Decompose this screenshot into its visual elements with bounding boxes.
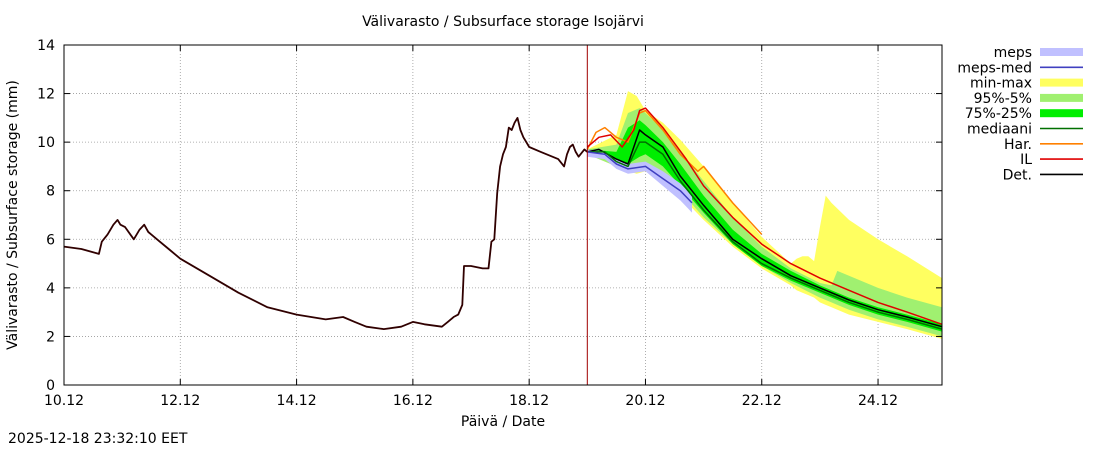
x-axis-label: Päivä / Date: [461, 414, 545, 430]
timestamp-footer: 2025-12-18 23:32:10 EET: [8, 431, 188, 447]
legend: mepsmeps-medmin-max95%-5%75%-25%mediaani…: [957, 45, 1083, 183]
y-axis-label: Välivarasto / Subsurface storage (mm): [5, 80, 21, 350]
series-line-mediaani: [587, 141, 943, 330]
y-tick-label: 12: [37, 87, 55, 103]
legend-label-min-max: min-max: [970, 76, 1032, 92]
x-tick-label: 14.12: [277, 393, 317, 409]
y-tick-label: 10: [37, 135, 55, 151]
x-tick-label: 24.12: [858, 393, 898, 409]
y-tick-label: 0: [46, 378, 55, 394]
legend-swatch-min-max: [1040, 78, 1083, 87]
legend-label-mediaani: mediaani: [967, 122, 1032, 138]
series-line-il: [586, 107, 943, 326]
legend-label-det: Det.: [1003, 167, 1032, 183]
x-tick-label: 16.12: [393, 393, 433, 409]
legend-swatch-95-5: [1040, 93, 1083, 102]
series-lines: [63, 107, 943, 331]
x-tick-label: 20.12: [625, 393, 665, 409]
legend-label-meps-med: meps-med: [957, 60, 1032, 76]
y-tick-label: 6: [46, 232, 55, 248]
y-tick-label: 8: [46, 184, 55, 200]
y-tick-label: 4: [46, 281, 55, 297]
x-tick-label: 12.12: [160, 393, 200, 409]
x-tick-label: 22.12: [742, 393, 782, 409]
x-tick-label: 18.12: [509, 393, 549, 409]
plot-frame: [63, 44, 943, 386]
legend-swatch-75-25: [1040, 109, 1083, 118]
legend-label-meps: meps: [994, 45, 1032, 61]
series-line-det: [587, 129, 943, 328]
x-tick-label: 10.12: [44, 393, 84, 409]
axis-ticks: 0 2 4 6 8 10 12 14 10.12 12.12 14.12 16.12 18.12 20.1…: [37, 38, 942, 409]
series-line-meps-med: [587, 151, 693, 204]
series-line-har: [586, 109, 763, 235]
legend-label-har: Har.: [1004, 137, 1032, 153]
legend-label-il: IL: [1020, 152, 1032, 168]
legend-label-75-25: 75%-25%: [965, 106, 1032, 122]
legend-swatch-meps: [1040, 48, 1083, 56]
band-meps: [587, 149, 692, 213]
y-tick-label: 2: [46, 329, 55, 345]
legend-label-95-5: 95%-5%: [974, 91, 1032, 107]
y-tick-label: 14: [37, 38, 55, 54]
chart-title: Välivarasto / Subsurface storage Isojärv…: [362, 14, 644, 30]
series-line-history: [63, 117, 588, 331]
